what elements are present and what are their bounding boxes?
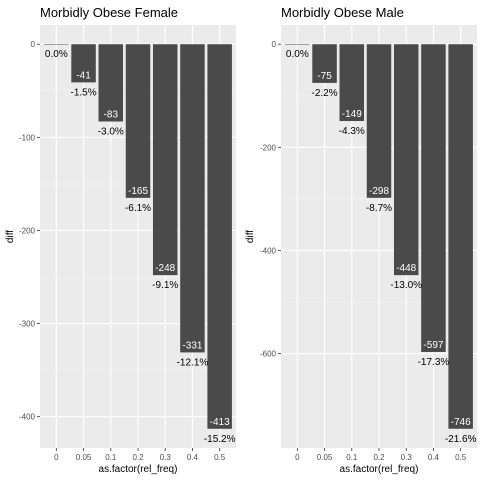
value-label: -746 <box>451 417 471 428</box>
percent-label: -8.7% <box>366 203 392 214</box>
percent-label: -13.0% <box>390 280 422 291</box>
y-tick-label: -200 <box>19 226 36 235</box>
bar-0.05 <box>71 44 96 83</box>
bar-0.3 <box>393 44 419 276</box>
percent-label: -6.1% <box>125 203 151 214</box>
y-tick-label: -400 <box>260 246 277 255</box>
value-label: -75 <box>317 71 332 82</box>
chart-title: Morbidly Obese Female <box>40 5 178 20</box>
y-axis-title: diff <box>5 230 16 243</box>
y-tick-label: -600 <box>260 350 277 359</box>
bar-0.1 <box>339 44 365 122</box>
value-label: -149 <box>342 109 362 120</box>
x-axis-title: as.factor(rel_freq) <box>340 464 419 475</box>
bar-0 <box>285 44 310 45</box>
x-tick-label: 0.05 <box>76 453 92 462</box>
percent-label: -12.1% <box>177 357 209 368</box>
value-label: -331 <box>182 340 202 351</box>
percent-label: -17.3% <box>418 357 450 368</box>
x-tick-label: 0.5 <box>455 453 467 462</box>
bar-0.2 <box>366 44 392 198</box>
x-tick-label: 0.3 <box>401 453 413 462</box>
x-tick-label: 0.1 <box>105 453 117 462</box>
x-tick-label: 0.4 <box>187 453 199 462</box>
value-label: -298 <box>369 186 389 197</box>
value-label: -165 <box>128 186 148 197</box>
value-label: -83 <box>104 110 119 121</box>
y-tick-label: -100 <box>19 133 36 142</box>
value-label: -448 <box>396 263 416 274</box>
x-tick-label: 0.5 <box>214 453 226 462</box>
y-tick-label: 0 <box>272 40 277 49</box>
bar-0 <box>44 44 69 45</box>
percent-label: -9.1% <box>152 280 178 291</box>
bar-0.4 <box>180 44 205 353</box>
bar-0.4 <box>421 44 446 352</box>
y-tick-label: -200 <box>260 143 277 152</box>
percent-label: -3.0% <box>98 127 124 138</box>
percent-label: -4.3% <box>339 126 365 137</box>
percent-label: -15.2% <box>204 434 236 445</box>
percent-label: -2.2% <box>311 88 337 99</box>
bar-0.5 <box>448 44 473 429</box>
y-axis-title: diff <box>245 230 256 243</box>
percent-label: 0.0% <box>286 49 309 60</box>
bar-0.3 <box>152 44 178 276</box>
x-axis-title: as.factor(rel_freq) <box>99 464 178 475</box>
x-tick-label: 0.2 <box>373 453 385 462</box>
y-tick-label: -400 <box>19 413 36 422</box>
x-tick-label: 0.3 <box>160 453 172 462</box>
x-tick-label: 0.2 <box>132 453 144 462</box>
value-label: -597 <box>423 340 443 351</box>
x-tick-label: 0 <box>54 453 59 462</box>
bar-0.5 <box>207 44 232 429</box>
percent-label: 0.0% <box>45 49 68 60</box>
value-label: -413 <box>210 417 230 428</box>
value-label: -41 <box>76 70 91 81</box>
bar-0.2 <box>125 44 151 198</box>
x-tick-label: 0 <box>295 453 300 462</box>
y-tick-label: -300 <box>19 320 36 329</box>
x-tick-label: 0.05 <box>317 453 333 462</box>
x-tick-label: 0.4 <box>428 453 440 462</box>
chart-title: Morbidly Obese Male <box>281 5 404 20</box>
bar-0.05 <box>312 44 337 83</box>
value-label: -248 <box>155 263 175 274</box>
percent-label: -1.5% <box>70 87 96 98</box>
y-tick-label: 0 <box>31 40 36 49</box>
percent-label: -21.6% <box>445 434 477 445</box>
bar-0.1 <box>98 44 124 122</box>
x-tick-label: 0.1 <box>346 453 358 462</box>
